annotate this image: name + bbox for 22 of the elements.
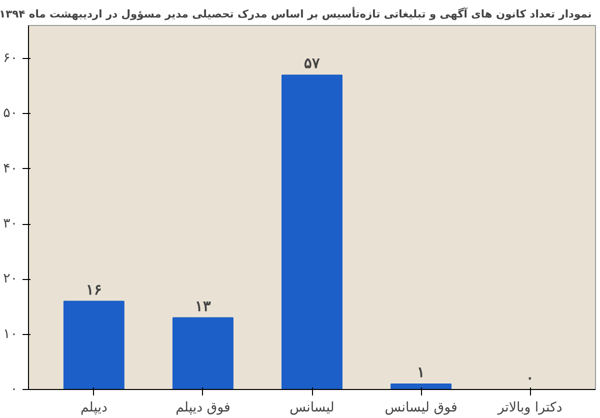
data-label: ۵۷ <box>304 56 321 72</box>
data-label: ۱۶ <box>86 282 102 298</box>
bar <box>63 300 124 390</box>
x-tick-label: فوق دیپلم <box>176 400 230 416</box>
data-label: ۰ <box>526 370 534 386</box>
y-tick-label: ۴۰ <box>3 161 18 176</box>
bar <box>172 317 234 390</box>
y-tick-label: ۲۰ <box>3 272 18 287</box>
chart-title: نمودار تعداد کانون های آگهی و تبلیغاتی تازه‌تأسیس بر اساس مدرک تحصیلی مدیر مسؤول در اردیبهشت ماه ۱۳۹۴ <box>0 6 592 20</box>
x-tick-label: دیپلم <box>80 400 108 416</box>
x-tick-label: دکترا وبالاتر <box>496 400 562 416</box>
x-tick-label: فوق لیسانس <box>384 400 458 416</box>
bar <box>390 383 452 390</box>
y-tick-label: ۳۰ <box>3 216 18 232</box>
y-tick-label: ۵۰ <box>3 106 18 122</box>
y-tick-label: ۱۰ <box>3 326 18 342</box>
bar <box>282 74 342 390</box>
x-tick-label: لیسانس <box>290 400 334 416</box>
y-tick-label: ۰ <box>10 382 18 397</box>
data-label: ۱۳ <box>194 298 211 315</box>
y-tick-label: ۶۰ <box>3 51 18 66</box>
data-label: ۱ <box>417 364 426 381</box>
